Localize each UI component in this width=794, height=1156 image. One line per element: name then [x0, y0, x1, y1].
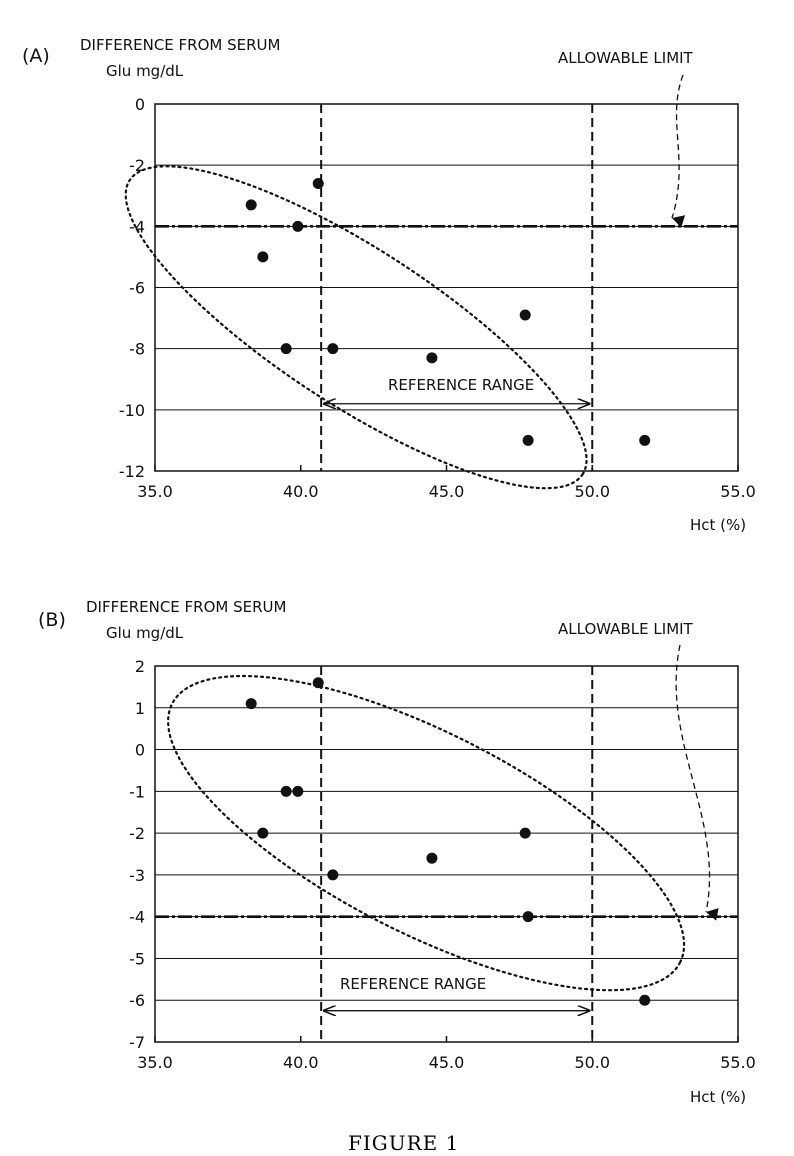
reference-range-label-b: REFERENCE RANGE: [340, 975, 486, 993]
y-axis-title-a: DIFFERENCE FROM SERUM: [80, 36, 280, 54]
data-point: [281, 343, 292, 354]
x-tick-label: 45.0: [429, 482, 465, 501]
x-tick-label: 55.0: [720, 1053, 756, 1072]
data-point: [292, 786, 303, 797]
x-tick-label: 50.0: [574, 1053, 610, 1072]
data-point: [327, 869, 338, 880]
x-tick-label: 55.0: [720, 482, 756, 501]
y-tick-label: 2: [135, 657, 145, 676]
data-point: [257, 251, 268, 262]
y-tick-label: -4: [129, 217, 145, 236]
y-tick-label: -7: [129, 1033, 145, 1052]
data-point: [246, 698, 257, 709]
x-tick-label: 40.0: [283, 1053, 319, 1072]
allowable-limit-label-a: ALLOWABLE LIMIT: [558, 49, 694, 67]
data-point: [292, 221, 303, 232]
y-tick-label: 0: [135, 95, 145, 114]
y-tick-labels-a: 0 -2 -4 -6 -8 -10 -12: [119, 95, 145, 481]
data-points-b: [246, 677, 651, 1006]
y-tick-label: -6: [129, 279, 145, 298]
data-point: [281, 786, 292, 797]
y-axis-title-b: DIFFERENCE FROM SERUM: [86, 598, 286, 616]
x-tick-label: 35.0: [137, 482, 173, 501]
reference-range-label-a: REFERENCE RANGE: [388, 376, 534, 394]
data-point: [523, 911, 534, 922]
x-axis-title-b: Hct (%): [690, 1088, 746, 1106]
y-tick-label: -2: [129, 156, 145, 175]
allowable-limit-pointer: [676, 645, 709, 912]
figure-caption: FIGURE 1: [348, 1131, 459, 1155]
y-tick-label: -2: [129, 824, 145, 843]
y-tick-label: -1: [129, 782, 145, 801]
data-point: [246, 199, 257, 210]
data-point: [426, 352, 437, 363]
y-tick-label: 1: [135, 699, 145, 718]
y-tick-label: 0: [135, 741, 145, 760]
x-tick-label: 35.0: [137, 1053, 173, 1072]
y-tick-label: -3: [129, 866, 145, 885]
data-point: [523, 435, 534, 446]
data-point: [257, 828, 268, 839]
allowable-limit-pointer: [672, 75, 683, 218]
y-tick-label: -10: [119, 401, 145, 420]
cluster-ellipse: [87, 115, 625, 540]
chart-panel-a: (A) DIFFERENCE FROM SERUM Glu mg/dL ALLO…: [22, 36, 756, 540]
x-axis-title-a: Hct (%): [690, 516, 746, 534]
y-tick-label: -6: [129, 991, 145, 1010]
cluster-ellipse-a: [87, 115, 625, 540]
y-axis-unit-b: Glu mg/dL: [106, 624, 184, 642]
y-tick-label: -12: [119, 462, 145, 481]
grid-lines-a: [155, 104, 738, 471]
y-tick-label: -5: [129, 949, 145, 968]
x-tick-label: 45.0: [429, 1053, 465, 1072]
data-points-a: [246, 178, 651, 446]
data-point: [313, 677, 324, 688]
y-tick-label: -4: [129, 908, 145, 927]
y-tick-label: -8: [129, 340, 145, 359]
y-axis-unit-a: Glu mg/dL: [106, 62, 184, 80]
data-point: [520, 310, 531, 321]
x-tick-label: 50.0: [574, 482, 610, 501]
x-tick-label: 40.0: [283, 482, 319, 501]
chart-panel-b: (B) DIFFERENCE FROM SERUM Glu mg/dL ALLO…: [38, 598, 756, 1106]
y-tick-labels-b: 2 1 0 -1 -2 -3 -4 -5 -6 -7: [129, 657, 145, 1052]
data-point: [327, 343, 338, 354]
data-point: [639, 995, 650, 1006]
allowable-limit-label-b: ALLOWABLE LIMIT: [558, 620, 694, 638]
data-point: [639, 435, 650, 446]
data-point: [313, 178, 324, 189]
data-point: [520, 828, 531, 839]
panel-label-a: (A): [22, 45, 50, 67]
allowable-limit-line-a: [155, 75, 738, 226]
data-point: [426, 853, 437, 864]
panel-label-b: (B): [38, 609, 66, 631]
